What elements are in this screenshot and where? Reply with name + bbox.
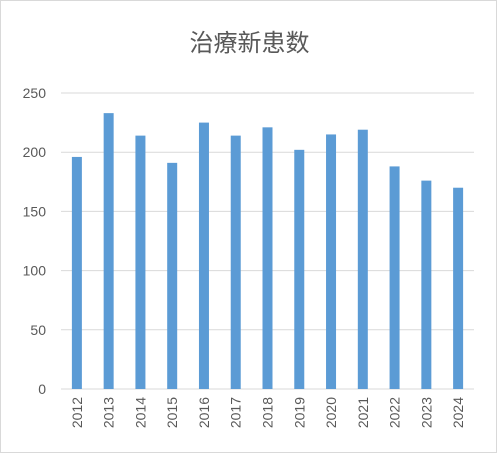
x-tick-label: 2017 [228,397,244,428]
x-tick-label: 2015 [164,397,180,428]
y-tick-label: 100 [23,263,47,279]
bar-2023 [421,180,432,389]
y-tick-label: 250 [23,85,47,101]
y-axis: 0 50 100 150 200 250 [23,85,47,397]
bar-2018 [262,127,273,389]
x-tick-label: 2019 [291,397,307,428]
x-tick-label: 2018 [260,397,276,428]
bar-2017 [230,135,241,389]
x-tick-label: 2024 [450,397,466,428]
bar-2014 [135,135,146,389]
bar-2013 [103,113,114,390]
x-tick-label: 2013 [101,397,117,428]
y-tick-label: 200 [23,144,47,160]
x-tick-label: 2020 [323,397,339,428]
y-tick-label: 0 [38,381,46,397]
x-tick-label: 2021 [355,397,371,428]
x-tick-label: 2012 [69,397,85,428]
bars [71,113,464,390]
x-tick-label: 2023 [418,397,434,428]
y-tick-label: 150 [23,203,47,219]
bar-2022 [389,166,400,389]
x-tick-label: 2022 [387,397,403,428]
y-tick-label: 50 [30,322,46,338]
x-axis: 2012 2013 2014 2015 2016 2017 2018 2019 2020 2021… [69,397,466,428]
x-tick-label: 2016 [196,397,212,428]
chart-title: 治療新患数 [189,29,310,57]
bar-2024 [453,187,464,389]
bar-2021 [357,129,368,390]
x-tick-label: 2014 [132,397,148,428]
bar-2016 [198,122,209,389]
bar-2015 [167,162,178,389]
bar-2020 [326,134,337,389]
bar-2019 [294,149,305,389]
bar-2012 [71,156,82,389]
